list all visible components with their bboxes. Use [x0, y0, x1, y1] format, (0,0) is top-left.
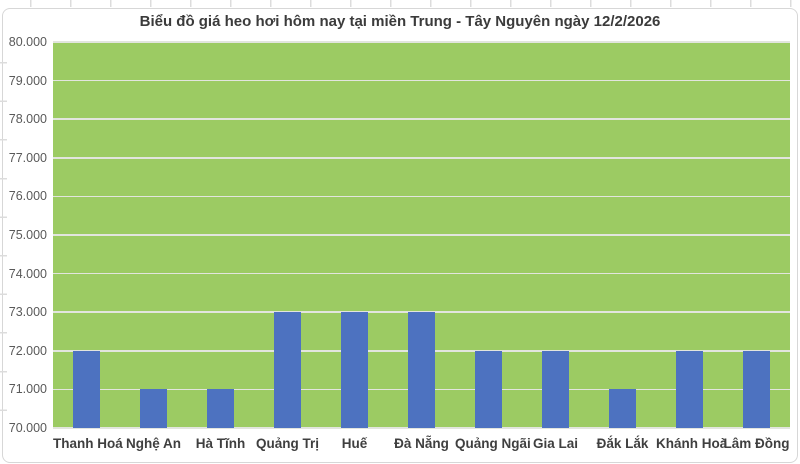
bar [140, 389, 167, 428]
x-category-label: Hà Tĩnh [195, 436, 246, 451]
x-category-label: Nghệ An [126, 436, 181, 451]
y-tick-label: 76.000 [8, 189, 47, 204]
y-tick-label: 72.000 [8, 343, 47, 358]
gridline [53, 234, 790, 236]
x-category-label: Gia Lai [532, 436, 578, 451]
bar [676, 350, 703, 428]
bar [743, 350, 770, 428]
x-category-label: Khánh Hoà [656, 436, 728, 451]
bar [274, 312, 301, 428]
y-tick-label: 77.000 [8, 150, 47, 165]
x-category-label: Đà Nẵng [394, 436, 449, 451]
gridline [53, 272, 790, 275]
plot-area [53, 41, 790, 429]
x-category-label: Đắk Lắk [596, 436, 649, 451]
y-tick-label: 75.000 [8, 228, 47, 242]
worksheet-gridlines-top [2, 0, 797, 7]
y-tick-label: 80.000 [8, 35, 47, 49]
x-category-label: Lâm Đồng [723, 436, 790, 451]
gridline [53, 427, 790, 429]
bar [341, 312, 368, 428]
x-category-label: Quảng Ngãi [455, 436, 531, 451]
x-category-label: Huế [341, 436, 368, 451]
gridline [53, 118, 790, 120]
x-axis: Thanh Hoá Nghệ An Hà Tĩnh Quảng Trị Huế Đà Nẵ… [53, 435, 790, 455]
bar [475, 350, 502, 428]
y-tick-label: 73.000 [8, 305, 47, 320]
chart-frame: Biểu đồ giá heo hơi hôm nay tại miền Tru… [2, 8, 798, 463]
bar [408, 312, 435, 428]
bar [207, 389, 234, 428]
y-tick-label: 70.000 [8, 421, 47, 435]
gridline [53, 157, 790, 159]
chart-title: Biểu đồ giá heo hơi hôm nay tại miền Tru… [139, 13, 661, 30]
x-category-label: Thanh Hoá [53, 436, 123, 451]
y-tick-label: 74.000 [8, 266, 47, 281]
gridline [53, 195, 790, 198]
bar [609, 389, 636, 428]
x-category-label: Quảng Trị [255, 436, 319, 451]
y-axis: 80.000 79.000 78.000 77.000 76.000 75.000 74.0… [3, 35, 47, 435]
gridline [53, 41, 790, 43]
y-tick-label: 71.000 [8, 382, 47, 397]
y-tick-label: 78.000 [8, 112, 47, 127]
worksheet-gridlines-left [0, 41, 7, 427]
y-tick-label: 79.000 [8, 73, 47, 88]
bar [73, 350, 100, 428]
gridline [53, 79, 790, 82]
gridline [53, 311, 790, 313]
bar [542, 350, 569, 428]
